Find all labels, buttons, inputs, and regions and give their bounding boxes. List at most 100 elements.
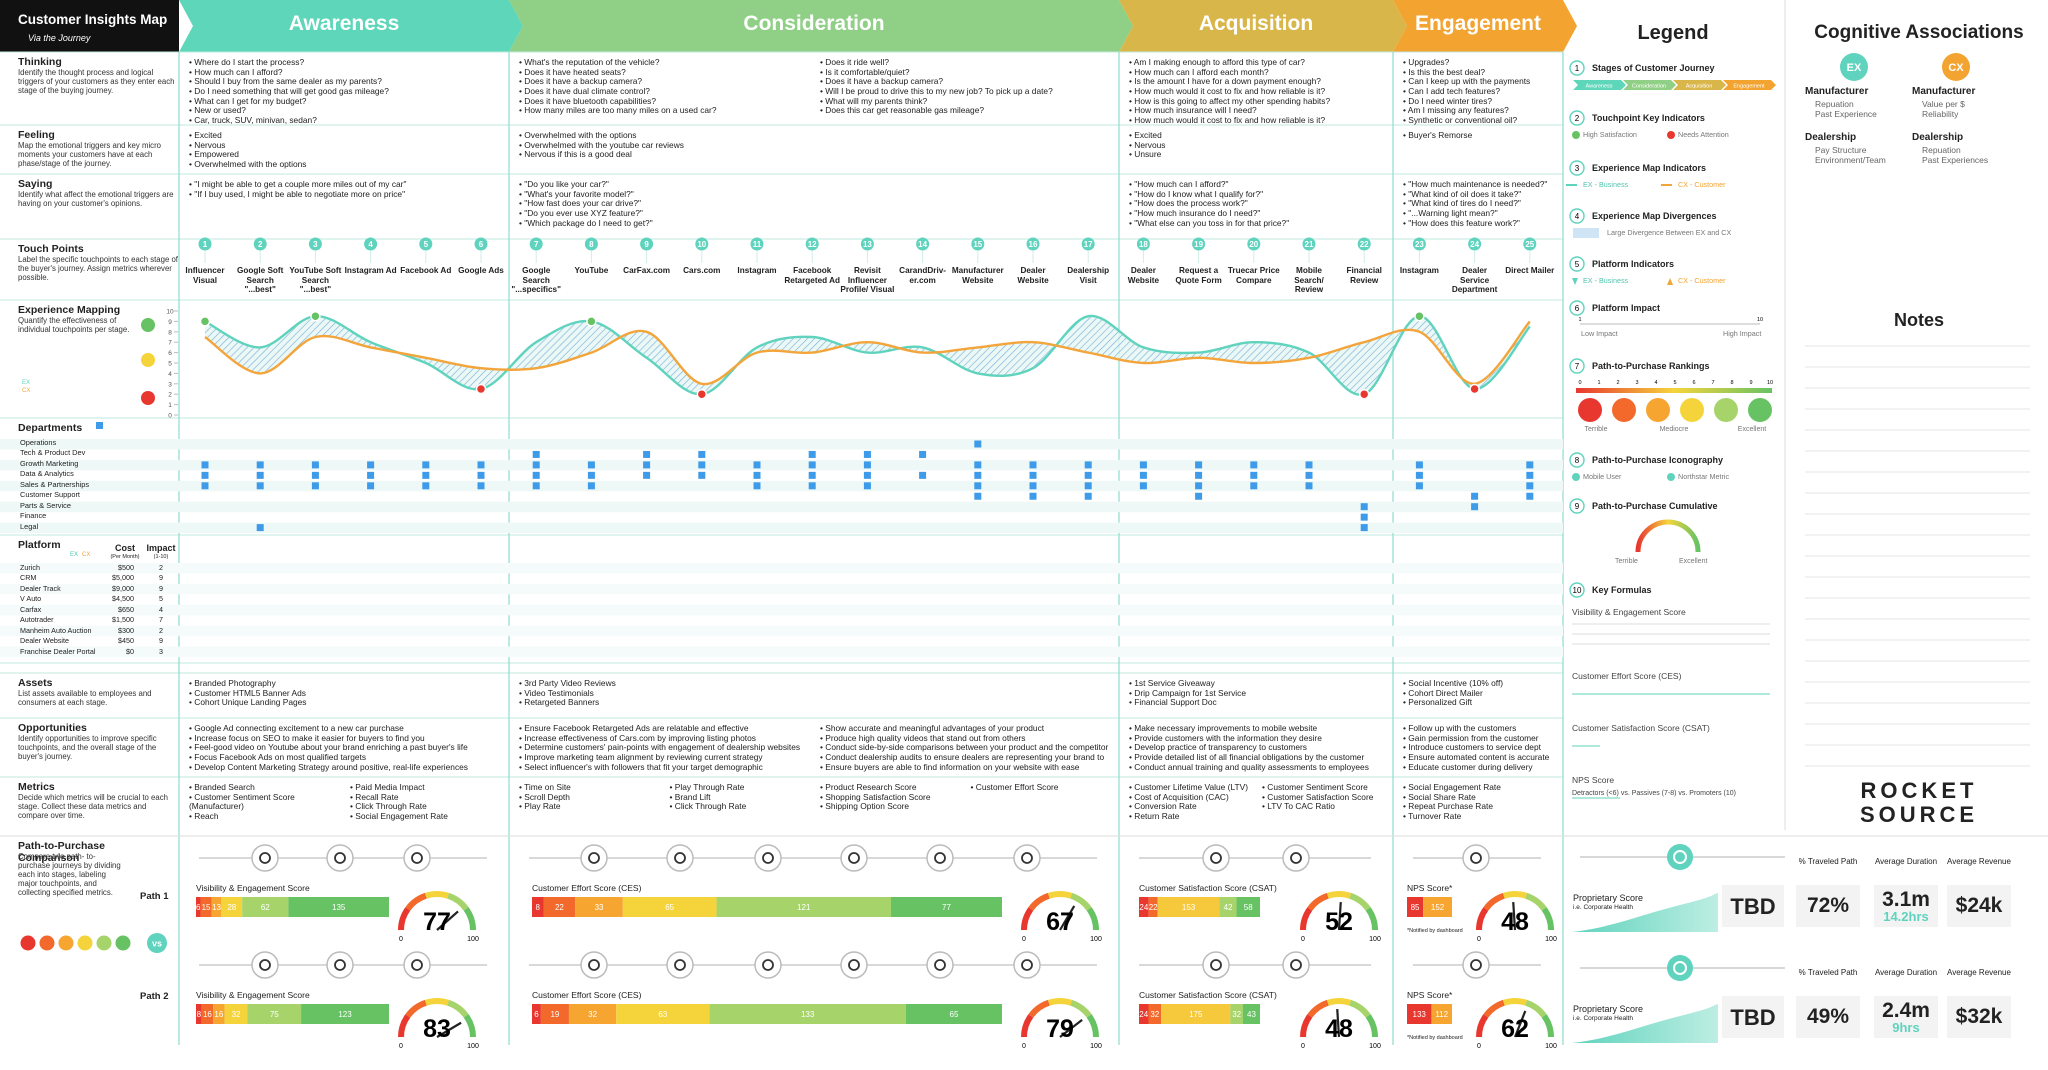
- score-name: Visibility & Engagement Score: [196, 883, 310, 893]
- list-item: Branded Photography: [189, 678, 501, 689]
- text-cell: Overwhelmed with the optionsOverwhelmed …: [519, 130, 1111, 160]
- gauge-arc: [1365, 1014, 1378, 1038]
- department-name: Finance: [20, 511, 47, 521]
- duration-sub: 14.2hrs: [1883, 909, 1929, 924]
- list-item: "How much can I afford?": [1129, 179, 1385, 190]
- legend-number-badge: [1569, 582, 1585, 598]
- department-mark: [808, 461, 816, 469]
- legend-label: Terrible: [1615, 558, 1638, 565]
- metric-box: [1874, 996, 1938, 1038]
- text-cell: Branded SearchCustomer Sentiment Score (…: [189, 782, 501, 822]
- segment-label: 13: [212, 903, 221, 912]
- department-name: Tech & Product Dev: [20, 448, 86, 458]
- touchpoint-number: 5: [424, 240, 429, 249]
- stage-title: Engagement: [1414, 12, 1542, 35]
- segment-label: 33: [595, 903, 604, 912]
- row-title: Experience Mapping: [18, 304, 121, 316]
- segment-label: 133: [801, 1010, 815, 1019]
- ranking-face: [77, 935, 93, 951]
- text-cell: 1st Service GiveawayDrip Campaign for 1s…: [1129, 678, 1385, 708]
- touchpoint-badge: [1081, 237, 1095, 251]
- segment-label: 22: [555, 903, 564, 912]
- impact-number: 10: [1757, 317, 1763, 323]
- text-cell: Am I making enough to afford this type o…: [1129, 57, 1385, 126]
- needs-attention-dot: [475, 383, 487, 395]
- ranking-number: 10: [1767, 380, 1773, 386]
- gauge-score: 48: [1325, 1015, 1353, 1043]
- row-title: Feeling: [18, 129, 55, 141]
- icon-glyph: [1290, 852, 1302, 864]
- list-item: Click Through Rate: [670, 802, 811, 812]
- icon-glyph: [588, 959, 600, 971]
- list-item: Customer HTML5 Banner Ads: [189, 688, 501, 699]
- list-item: "How does this feature work?": [1403, 218, 1555, 229]
- metric-box: [1796, 996, 1860, 1038]
- department-mark: [367, 471, 375, 479]
- path-label: Path 2: [140, 991, 169, 1002]
- touchpoint-label: Facebook Retargeted Ad: [784, 266, 841, 285]
- mood-face: [141, 318, 155, 332]
- touchpoint-number: 19: [1194, 240, 1203, 249]
- platform-name: Manheim Auto Auction: [20, 625, 92, 635]
- score-segment: [1242, 1004, 1260, 1024]
- department-mark: [698, 471, 706, 479]
- segment-label: 152: [1431, 903, 1445, 912]
- subtitle: Via the Journey: [28, 33, 91, 43]
- touchpoint-icon: [754, 844, 782, 872]
- list-item: Follow up with the customers: [1403, 723, 1555, 734]
- gauge-arc: [1525, 999, 1547, 1018]
- logo-text: SOURCE: [1859, 802, 1979, 827]
- segment-label: 16: [214, 1010, 223, 1019]
- score-segment: [1236, 897, 1260, 917]
- department-mark: [1084, 492, 1092, 500]
- y-tick-label: 4: [168, 371, 172, 378]
- legend-chevron: [1723, 80, 1776, 90]
- segment-label: 28: [227, 903, 236, 912]
- department-mark: [311, 482, 319, 490]
- icon-glyph: [674, 959, 686, 971]
- legend-marker: [1572, 473, 1580, 481]
- list-item: Personalized Gift: [1403, 698, 1555, 708]
- proprietary-sub: i.e. Corporate Health: [1573, 904, 1633, 911]
- mood-face: [141, 391, 155, 405]
- list-item: Customer Effort Score: [971, 782, 1112, 793]
- text-cell: ExcitedNervousUnsure: [1129, 130, 1385, 160]
- platform-impact: 3: [159, 646, 163, 656]
- list-item: Buyer's Remorse: [1403, 130, 1555, 141]
- score-segment: [622, 897, 717, 917]
- touchpoint-number: 1: [203, 240, 208, 249]
- row-title: Saying: [18, 178, 53, 190]
- touchpoint-label: Revisit Influencer Profile/ Visual: [840, 266, 895, 294]
- list-item: Does this car get reasonable gas mileage…: [820, 106, 1111, 116]
- gauge-arc: [1307, 892, 1329, 911]
- legend-number: 9: [1575, 502, 1580, 511]
- touchpoint-number: 24: [1470, 240, 1479, 249]
- score-note: *Notified by dashboard: [1407, 928, 1463, 934]
- legend-marker: [1572, 131, 1580, 139]
- platform-impact: 2: [159, 625, 163, 635]
- segment-label: 32: [588, 1010, 597, 1019]
- ranking-bar: [1576, 388, 1772, 393]
- touchpoint-badge: [1136, 237, 1150, 251]
- list-item: Nervous: [189, 140, 501, 151]
- ranking-face: [96, 935, 112, 951]
- list-item: How is this going to affect my other spe…: [1129, 96, 1385, 107]
- list-item: "What kind of tires do I need?": [1403, 199, 1555, 209]
- platform-impact: 9: [159, 573, 163, 583]
- department-mark: [1195, 492, 1203, 500]
- list-item: Can I add tech features?: [1403, 86, 1555, 97]
- department-mark: [863, 450, 871, 458]
- touchpoint-icon: [403, 951, 431, 979]
- list-item: How many miles are too many miles on a u…: [519, 106, 810, 116]
- platform-cx: CX: [82, 552, 91, 558]
- gauge-score: 62: [1501, 1015, 1529, 1043]
- proprietary-score: TBD: [1730, 1005, 1776, 1030]
- touchpoint-badge: [1247, 237, 1261, 251]
- gauge-min: 0: [1022, 1043, 1026, 1050]
- touchpoint-badge: [1412, 237, 1426, 251]
- gauge-arc: [1021, 907, 1034, 931]
- list-item: Am I missing any features?: [1403, 106, 1555, 116]
- logo-text: ROCKET: [1860, 778, 1978, 803]
- touchpoint-badge: [750, 237, 764, 251]
- department-mark: [863, 471, 871, 479]
